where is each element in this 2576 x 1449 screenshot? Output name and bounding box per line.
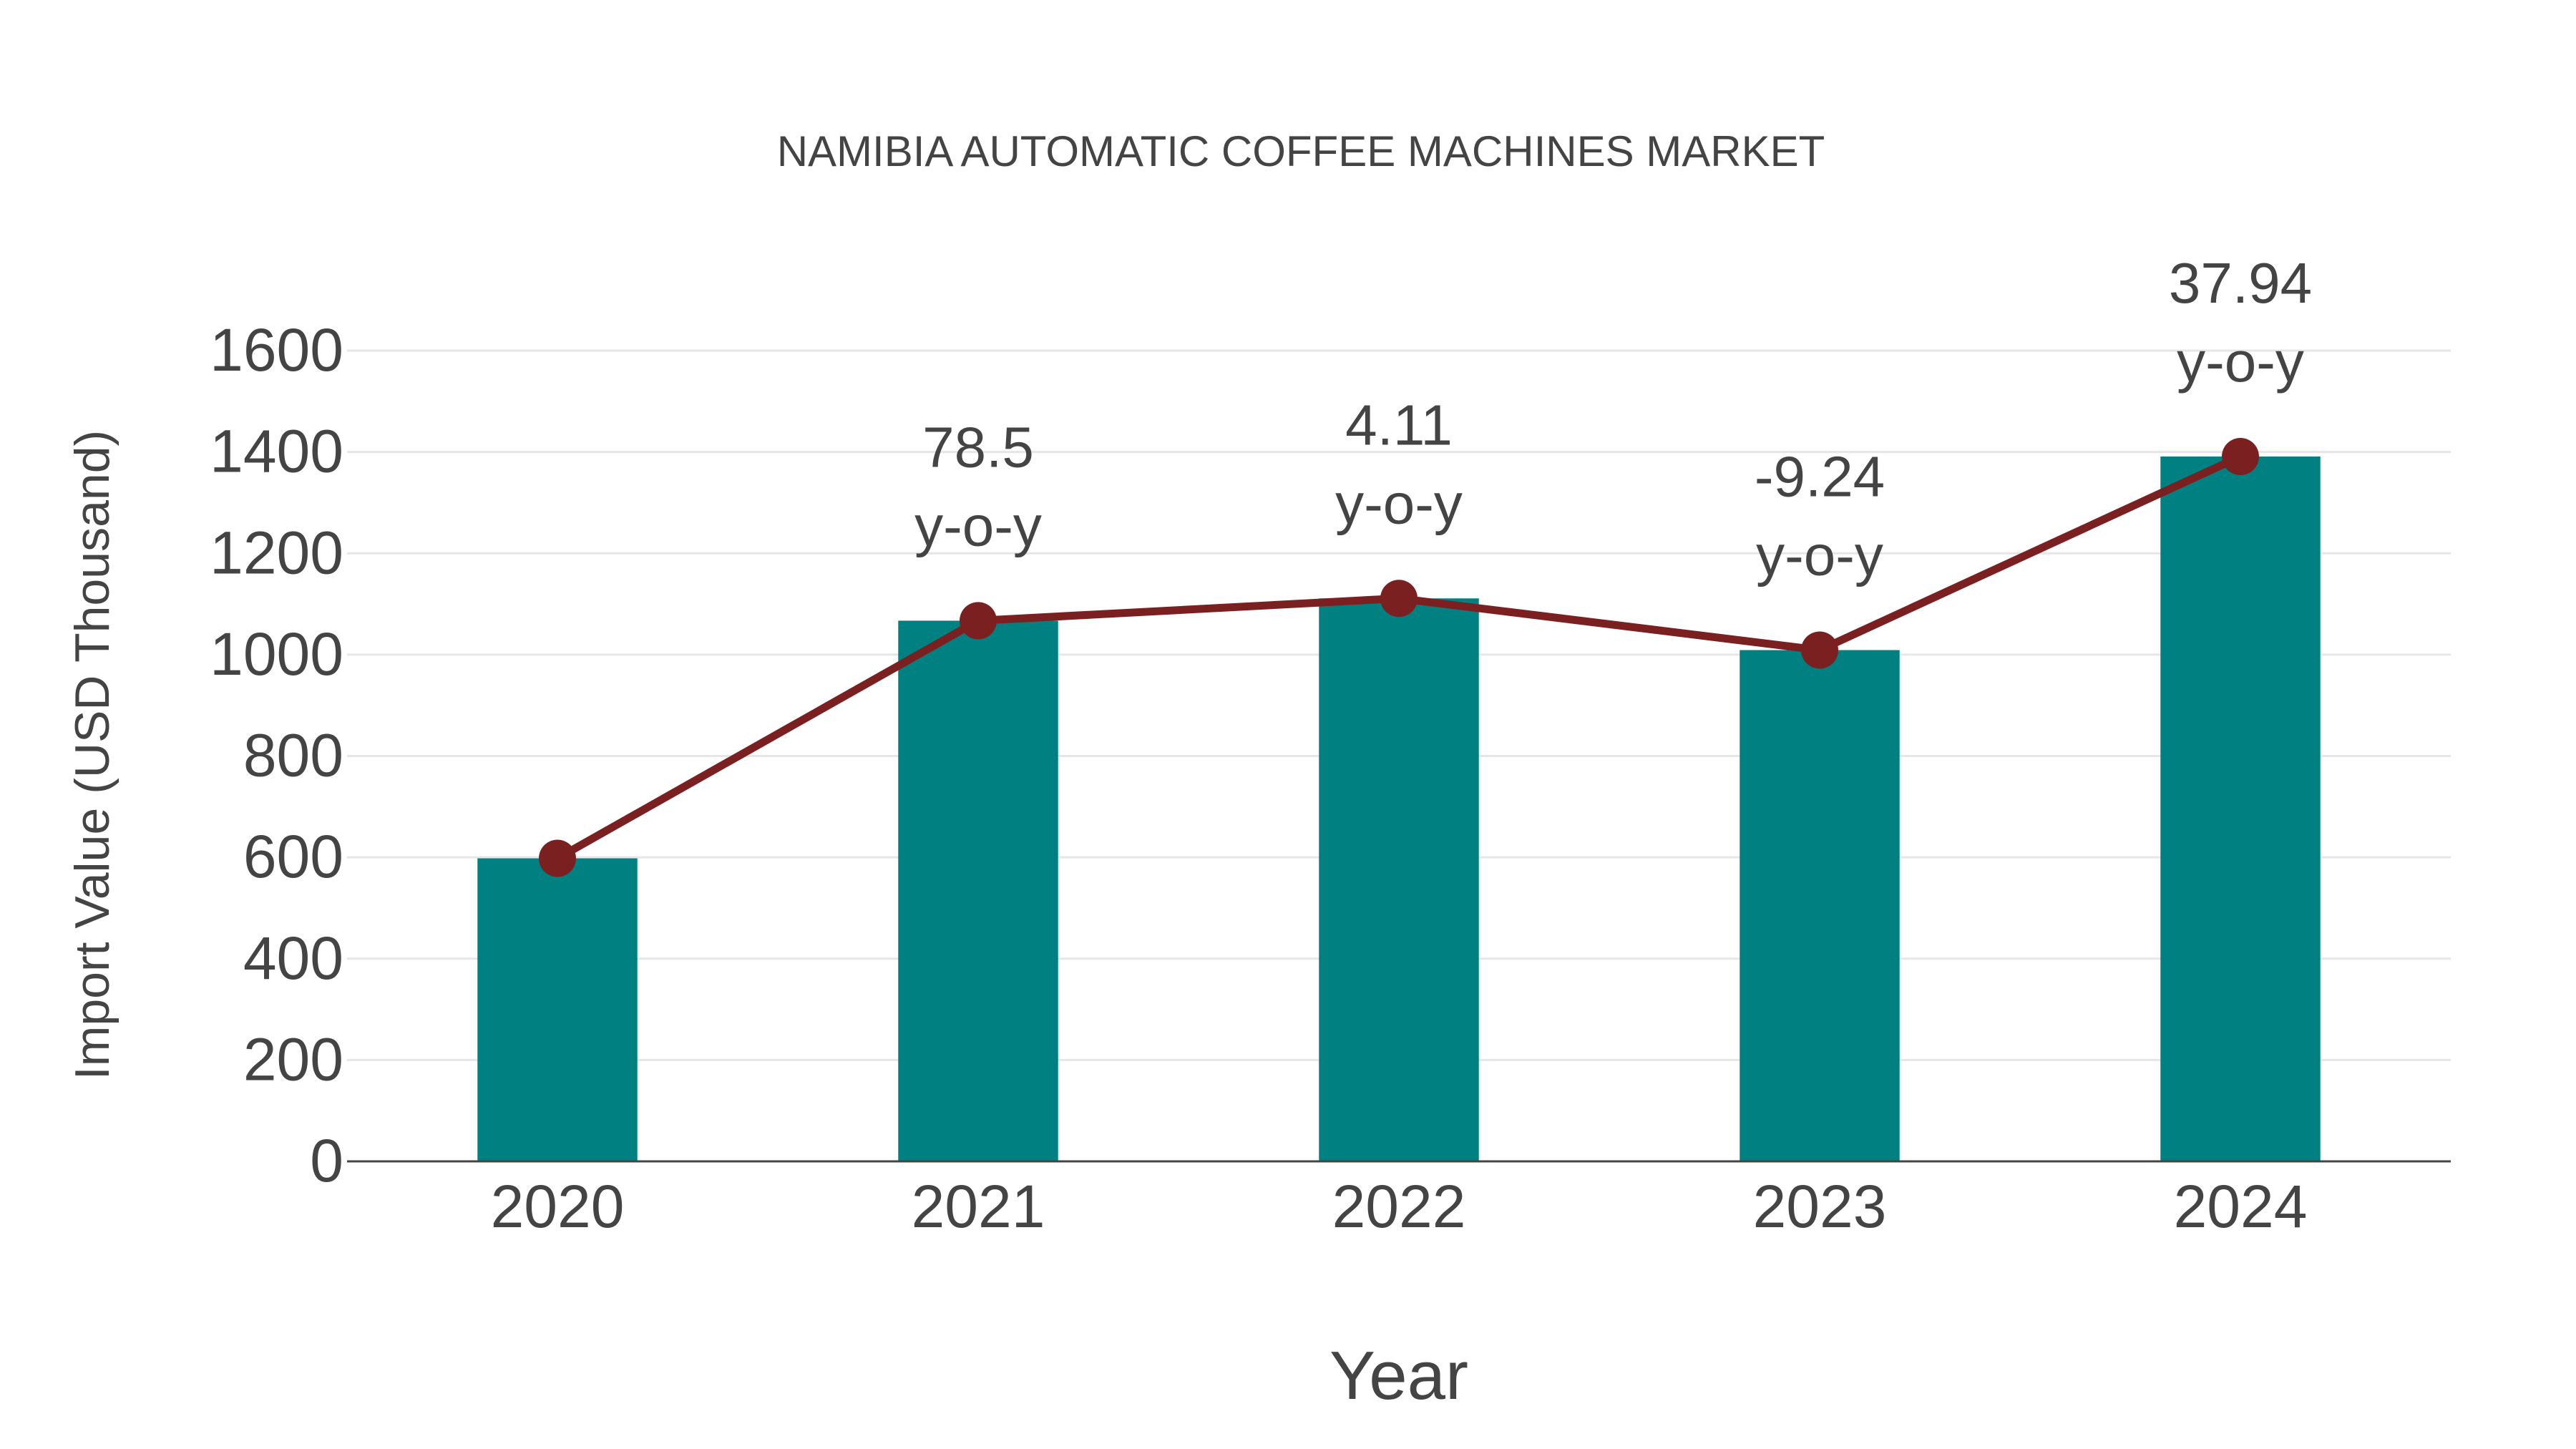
bar [1319,598,1479,1161]
bars [477,456,2321,1161]
x-axis-title: Year [1330,1337,1468,1414]
y-axis-title: Import Value (USD Thousand) [65,430,119,1080]
x-tick-label: 2022 [1332,1173,1466,1240]
y-tick-label: 0 [310,1127,343,1194]
yoy-value: 37.94 [2169,251,2312,315]
y-axis-ticks: 0 200 400 600 800 1000 1200 1400 1600 [210,316,343,1194]
yoy-label: y-o-y [914,494,1042,557]
bar [2160,456,2321,1161]
x-tick-label: 2024 [2174,1173,2308,1240]
yoy-value: 4.11 [1345,393,1453,457]
yoy-value: -9.24 [1755,445,1885,509]
y-tick-label: 800 [243,722,343,789]
yoy-label: y-o-y [2177,330,2304,394]
chart-title: NAMIBIA AUTOMATIC COFFEE MACHINES MARKET [777,127,1825,175]
y-tick-label: 1400 [210,418,343,485]
y-tick-label: 1000 [210,620,343,688]
trend-marker [1380,580,1418,618]
y-tick-label: 600 [243,823,343,890]
y-tick-label: 1200 [210,519,343,586]
x-tick-label: 2023 [1753,1173,1887,1240]
trend-marker [539,839,576,877]
bar [477,858,638,1161]
x-tick-label: 2020 [491,1173,625,1240]
y-tick-label: 1600 [210,316,343,384]
trend-marker [1801,631,1838,669]
trend-line [539,437,2259,877]
y-tick-label: 400 [243,924,343,992]
x-tick-label: 2021 [912,1173,1045,1240]
trend-marker [2222,437,2259,475]
x-axis-ticks: 2020 2021 2022 2023 2024 [491,1173,2308,1240]
yoy-annotations: 78.5 y-o-y 4.11 y-o-y -9.24 y-o-y 37.94 y-o-y [914,251,2312,587]
yoy-label: y-o-y [1756,524,1883,587]
bar [898,620,1058,1161]
yoy-label: y-o-y [1335,472,1463,535]
bar [1740,650,1900,1161]
yoy-value: 78.5 [922,415,1034,479]
y-tick-label: 200 [243,1025,343,1093]
trend-marker [960,602,997,640]
